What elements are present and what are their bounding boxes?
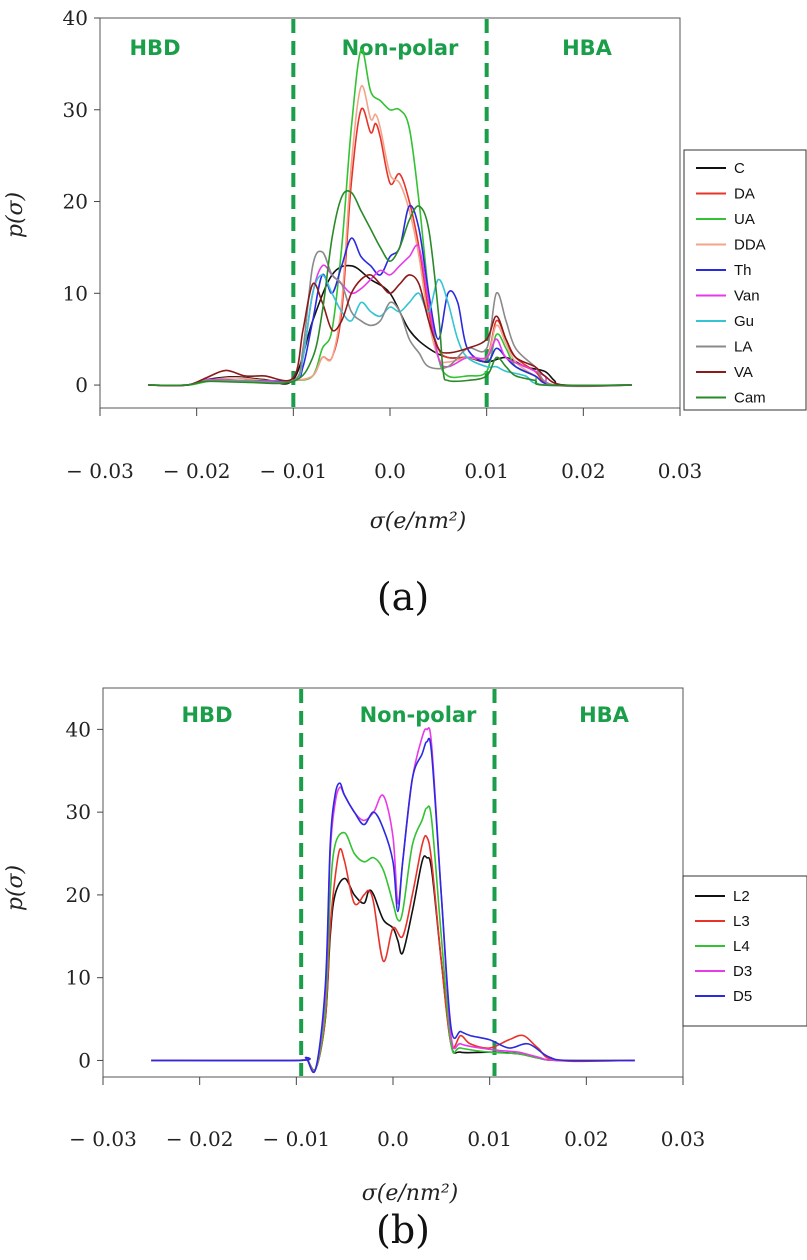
chart-2-ytick-label: 0 (78, 1048, 91, 1072)
chart-1-xtick-label: 0.01 (464, 459, 509, 483)
chart-2-xtick-label: − 0.03 (69, 1127, 137, 1151)
chart-1-series-c (148, 264, 632, 387)
chart-1-ytick-label: 40 (63, 6, 88, 30)
chart-2-legend-label-d5: D5 (733, 988, 752, 1005)
chart-2-legend-label-l4: L4 (733, 938, 750, 955)
chart-1-series-van (148, 244, 632, 387)
chart-2-series-d5 (151, 737, 635, 1074)
chart-2-y-axis-label: p(σ) (3, 865, 28, 911)
chart-1-region-label: Non-polar (342, 36, 459, 60)
chart-1-series-th (148, 204, 632, 387)
chart-2-region-label: Non-polar (360, 703, 477, 727)
chart-1-region-label: HBA (562, 36, 613, 60)
chart-1-ytick-label: 0 (75, 373, 88, 397)
chart-1-series-ua (148, 48, 632, 387)
chart-1-legend-label-th: Th (734, 262, 752, 279)
chart-1-series-cam (148, 190, 632, 387)
chart-1-series-da (148, 107, 632, 387)
chart-1-legend-label-ua: UA (734, 211, 755, 228)
chart-2-series-l4 (151, 805, 635, 1072)
chart-2-region-label: HBA (579, 703, 630, 727)
chart-1-y-axis-label: p(σ) (3, 192, 28, 238)
chart-1-series-dda (148, 85, 632, 387)
chart-1-legend-label-da: DA (734, 186, 755, 203)
chart-2-xtick-label: − 0.01 (263, 1127, 331, 1151)
chart-2-series-d3 (151, 727, 635, 1073)
chart-2-ytick-label: 10 (66, 966, 91, 990)
chart-1-legend-label-cam: Cam (734, 390, 766, 407)
chart-2-xtick-label: 0.0 (377, 1127, 409, 1151)
chart-2-legend-label-l3: L3 (733, 913, 750, 930)
chart-1-series-va (148, 273, 632, 387)
chart-2-ytick-label: 20 (66, 883, 91, 907)
chart-2-ytick-label: 30 (66, 800, 91, 824)
chart-1-xtick-label: − 0.03 (66, 459, 134, 483)
chart-2-xtick-label: − 0.02 (166, 1127, 234, 1151)
chart-1-ytick-label: 20 (63, 190, 88, 214)
chart-2-legend-label-l2: L2 (733, 888, 750, 905)
chart-1-series-gu (148, 274, 632, 387)
chart-1-legend-label-gu: Gu (734, 313, 754, 330)
chart-1-legend-label-dda: DDA (734, 237, 766, 254)
chart-1-ytick-label: 10 (63, 281, 88, 305)
chart-2-ytick-label: 40 (66, 717, 91, 741)
chart-1-region-label: HBD (129, 36, 180, 60)
chart-1-plot-frame (99, 17, 681, 409)
chart-1-xtick-label: 0.0 (374, 459, 406, 483)
chart-1-legend-label-va: VA (734, 364, 753, 381)
chart-2-xtick-label: 0.01 (467, 1127, 512, 1151)
chart-1-panel-label: (a) (377, 575, 429, 619)
chart-2-region-label: HBD (181, 703, 232, 727)
chart-1-legend-label-van: Van (734, 288, 760, 305)
chart-2-xtick-label: 0.02 (564, 1127, 609, 1151)
chart-2-legend-box (682, 875, 807, 1027)
chart-1-x-axis-label: σ(e/nm²) (370, 509, 466, 534)
chart-1-xtick-label: − 0.02 (163, 459, 231, 483)
chart-1-xtick-label: − 0.01 (260, 459, 328, 483)
chart-2-plot-frame (102, 687, 684, 1078)
chart-1-xtick-label: 0.03 (658, 459, 703, 483)
chart-1-series-la (148, 250, 632, 388)
chart-1-ytick-label: 30 (63, 98, 88, 122)
chart-1-legend-label-la: LA (734, 339, 752, 356)
chart-2-series-l2 (151, 855, 635, 1071)
chart-2-panel-label: (b) (376, 1208, 430, 1252)
chart-2-legend-label-d3: D3 (733, 963, 752, 980)
chart-1-xtick-label: 0.02 (561, 459, 606, 483)
chart-1-legend-label-c: C (734, 160, 745, 177)
chart-2-x-axis-label: σ(e/nm²) (362, 1181, 458, 1206)
chart-2-series-l3 (151, 834, 635, 1071)
chart-2-xtick-label: 0.03 (661, 1127, 706, 1151)
